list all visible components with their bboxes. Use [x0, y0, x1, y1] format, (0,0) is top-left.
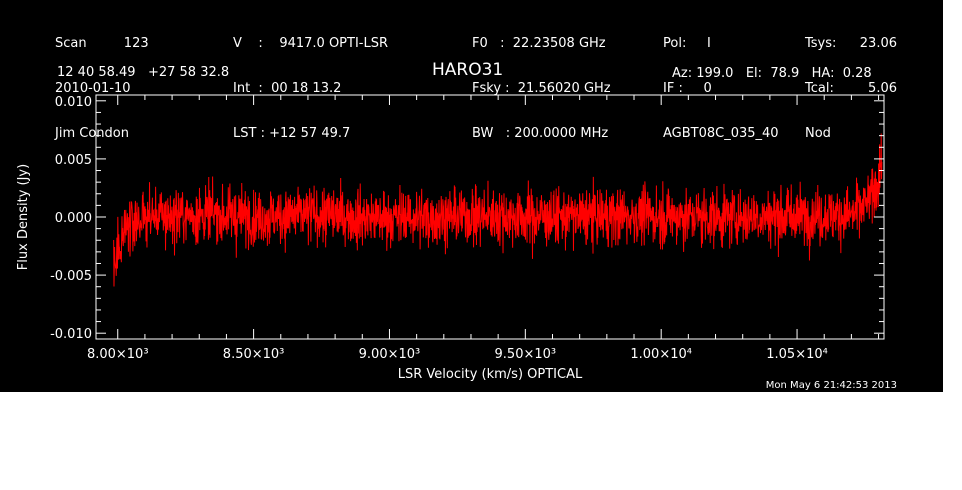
- chart-area: 8.00×10³ 8.50×10³ 9.00×10³ 9.50×10³ 1.00×10⁴…: [16, 94, 897, 391]
- header-frequency-block: F0 : 22.23508 GHz Fsky : 21.56020 GHz BW…: [472, 6, 611, 171]
- switching-mode: Nod: [805, 126, 831, 141]
- date-line: 2010-01-10: [55, 81, 131, 96]
- sky-frequency-line: Fsky : 21.56020 GHz: [472, 81, 611, 96]
- x-axis-label: LSR Velocity (km/s) OPTICAL: [398, 367, 583, 382]
- polarization-line: Pol: I: [663, 36, 711, 51]
- x-tick-label: 1.00×10⁴: [630, 347, 692, 362]
- x-tick-label: 9.00×10³: [359, 347, 421, 362]
- spectrum-trace-layer: [113, 133, 883, 287]
- header-tsys-values: 23.06 5.06: [860, 6, 897, 126]
- x-tick-label: 8.00×10³: [87, 347, 149, 362]
- tsys-label: Tsys:: [805, 36, 837, 51]
- y-axis-label: Flux Density (Jy): [16, 164, 31, 270]
- tcal-label: Tcal:: [805, 81, 834, 96]
- x-tick-label: 9.50×10³: [495, 347, 557, 362]
- y-tick-label: -0.005: [50, 269, 92, 284]
- header-scan-block: Scan 123 2010-01-10 Jim Condon: [55, 6, 149, 171]
- scan-line: Scan 123: [55, 36, 149, 51]
- header-velocity-block: V : 9417.0 OPTI-LSR Int : 00 18 13.2 LST…: [233, 6, 388, 171]
- velocity-line: V : 9417.0 OPTI-LSR: [233, 36, 389, 51]
- integration-line: Int : 00 18 13.2: [233, 81, 342, 96]
- bandwidth-line: BW : 200.0000 MHz: [472, 126, 609, 141]
- tsys-value: 23.06: [859, 36, 897, 51]
- source-coordinates: 12 40 58.49 +27 58 32.8: [57, 65, 230, 80]
- y-tick-label: -0.010: [50, 327, 92, 342]
- project-line: AGBT08C_035_40: [663, 126, 779, 141]
- header-polarization-block: Pol: I IF : 0 AGBT08C_035_40: [663, 6, 779, 171]
- y-tick-label: 0.005: [55, 153, 92, 168]
- tcal-value: 5.06: [868, 81, 897, 96]
- rest-frequency-line: F0 : 22.23508 GHz: [472, 36, 606, 51]
- pointing-info: Az: 199.0 El: 78.9 HA: 0.28: [672, 66, 872, 81]
- observer-line: Jim Condon: [55, 126, 129, 141]
- y-tick-label: 0.000: [55, 211, 92, 226]
- header-tsys-labels: Tsys: Tcal: Nod: [805, 6, 836, 171]
- spectrum-line: [113, 133, 883, 287]
- plot-timestamp: Mon May 6 21:42:53 2013: [766, 380, 897, 391]
- source-name-title: HARO31: [432, 60, 504, 80]
- if-line: IF : 0: [663, 81, 712, 96]
- x-tick-label: 8.50×10³: [223, 347, 285, 362]
- axis-layer: 8.00×10³ 8.50×10³ 9.00×10³ 9.50×10³ 1.00×10⁴…: [50, 95, 884, 362]
- x-tick-label: 1.05×10⁴: [766, 347, 828, 362]
- y-tick-label: 0.010: [55, 95, 92, 110]
- spectrum-plot: Scan 123 2010-01-10 Jim Condon V : 9417.…: [0, 0, 943, 392]
- lst-line: LST : +12 57 49.7: [233, 126, 351, 141]
